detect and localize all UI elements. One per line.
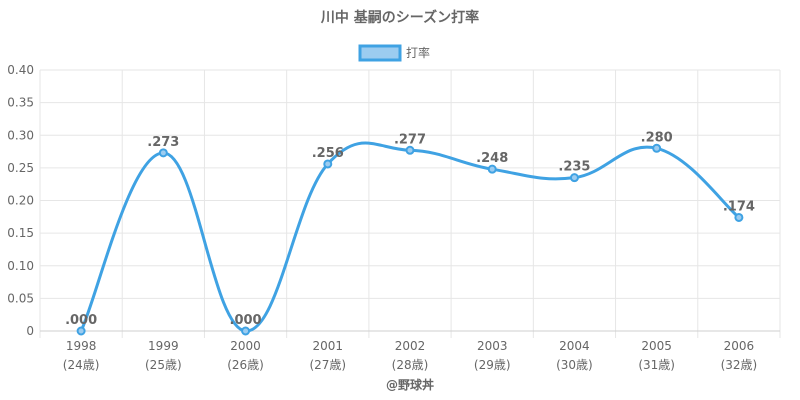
- data-point[interactable]: [241, 326, 251, 336]
- data-labels: .000 .273 .000 .256 .277 .248 .235 .280 .174: [65, 130, 755, 328]
- x-tick-year: 2002: [395, 339, 426, 353]
- data-label: .235: [558, 160, 590, 175]
- y-gridlines: [40, 69, 780, 332]
- x-tick-age: (31歳): [638, 358, 675, 372]
- x-tick-age: (24歳): [63, 358, 100, 372]
- data-point[interactable]: [734, 212, 744, 222]
- data-label: .248: [476, 151, 508, 166]
- legend-swatch: [358, 44, 402, 62]
- data-point[interactable]: [158, 148, 168, 158]
- data-point[interactable]: [76, 326, 86, 336]
- legend[interactable]: 打率: [358, 44, 430, 62]
- x-tick-year: 2006: [724, 339, 755, 353]
- x-tick-age: (32歳): [721, 358, 758, 372]
- x-tick-age: (30歳): [556, 358, 593, 372]
- data-point[interactable]: [405, 145, 415, 155]
- data-label: .000: [65, 313, 97, 328]
- x-tick-age: (29歳): [474, 358, 511, 372]
- data-points: [76, 143, 744, 336]
- y-tick-label: 0.25: [7, 161, 34, 175]
- x-axis-label: @野球丼: [386, 377, 434, 392]
- y-tick-label: 0.15: [7, 226, 34, 240]
- y-tick-labels: 0 0.05 0.10 0.15 0.20 0.25 0.30 0.35 0.40: [7, 63, 34, 338]
- y-tick-label: 0.35: [7, 96, 34, 110]
- x-tick-age: (25歳): [145, 358, 182, 372]
- series-line-batting-average: [79, 141, 740, 333]
- y-tick-label: 0.40: [7, 63, 34, 77]
- y-tick-label: 0: [26, 324, 34, 338]
- y-tick-label: 0.10: [7, 259, 34, 273]
- data-point[interactable]: [323, 159, 333, 169]
- x-tick-age: (28歳): [392, 358, 429, 372]
- x-tick-year: 2001: [313, 339, 344, 353]
- data-point[interactable]: [487, 164, 497, 174]
- chart-title: 川中 基嗣のシーズン打率: [320, 9, 479, 26]
- x-tick-age: (27歳): [309, 358, 346, 372]
- data-label: .174: [723, 199, 755, 214]
- y-tick-label: 0.20: [7, 194, 34, 208]
- x-tick-year: 2000: [230, 339, 261, 353]
- data-label: .277: [394, 132, 426, 147]
- x-tick-year: 2004: [559, 339, 590, 353]
- x-tick-year: 1998: [66, 339, 97, 353]
- x-tick-labels: 1998 (24歳) 1999 (25歳) 2000 (26歳) 2001 (27歳) 2002…: [63, 339, 757, 372]
- y-tick-label: 0.30: [7, 128, 34, 142]
- x-tick-age: (26歳): [227, 358, 264, 372]
- data-point[interactable]: [569, 173, 579, 183]
- data-label: .256: [312, 146, 344, 161]
- x-tick-year: 2003: [477, 339, 508, 353]
- x-gridlines: [39, 70, 781, 338]
- x-tick-year: 1999: [148, 339, 179, 353]
- data-label: .000: [230, 313, 262, 328]
- data-label: .280: [641, 130, 673, 145]
- legend-label: 打率: [406, 45, 430, 60]
- data-point[interactable]: [652, 143, 662, 153]
- y-tick-label: 0.05: [7, 291, 34, 305]
- x-tick-year: 2005: [641, 339, 672, 353]
- data-label: .273: [147, 135, 179, 150]
